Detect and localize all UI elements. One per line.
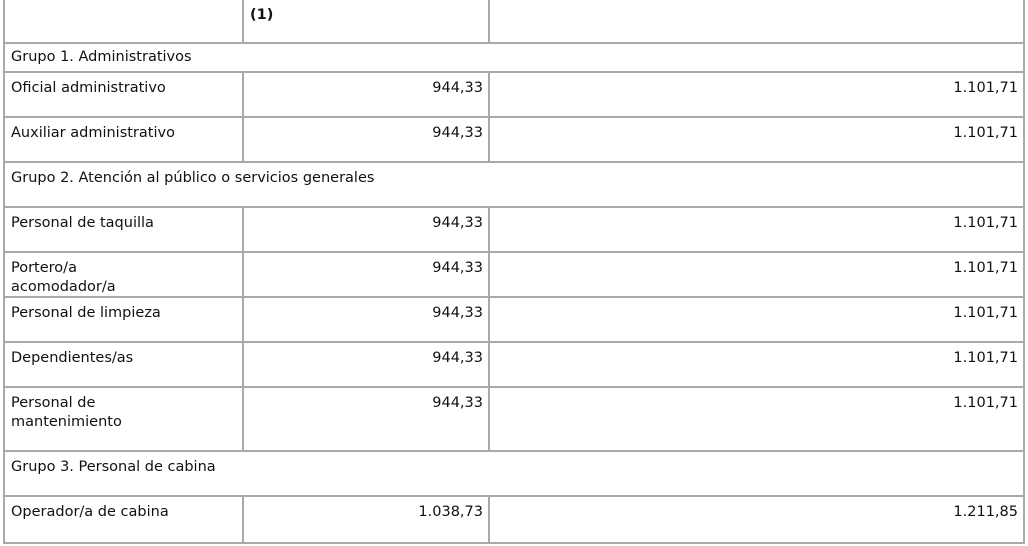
row-value: 944,33 [242, 296, 490, 343]
row-value: 944,33 [242, 116, 490, 163]
row-value: 1.101,71 [488, 341, 1025, 388]
row-value: 944,33 [242, 251, 490, 298]
header-cell [3, 0, 244, 44]
group-row: Grupo 1. Administrativos [3, 42, 1025, 73]
row-label: Personal de limpieza [3, 296, 244, 343]
header-cell: (1) [242, 0, 490, 44]
group-row: Grupo 2. Atención al público o servicios… [3, 161, 1025, 208]
row-label: Oficial administrativo [3, 71, 244, 118]
row-value: 1.101,71 [488, 296, 1025, 343]
row-value: 1.101,71 [488, 206, 1025, 253]
row-value: 944,33 [242, 71, 490, 118]
row-value: 1.101,71 [488, 71, 1025, 118]
row-label: Auxiliar administrativo [3, 116, 244, 163]
row-value: 944,33 [242, 386, 490, 452]
row-label: Dependientes/as [3, 341, 244, 388]
header-cell [488, 0, 1025, 44]
row-value: 944,33 [242, 341, 490, 388]
row-label: Personal de mantenimiento [3, 386, 244, 452]
row-label: Personal de taquilla [3, 206, 244, 253]
row-label: Operador/a de cabina [3, 495, 244, 544]
group-row: Grupo 3. Personal de cabina [3, 450, 1025, 497]
row-label: Portero/a acomodador/a [3, 251, 244, 298]
row-value: 1.101,71 [488, 251, 1025, 298]
row-value: 1.211,85 [488, 495, 1025, 544]
row-value: 1.038,73 [242, 495, 490, 544]
row-value: 1.101,71 [488, 386, 1025, 452]
row-value: 1.101,71 [488, 116, 1025, 163]
row-value: 944,33 [242, 206, 490, 253]
